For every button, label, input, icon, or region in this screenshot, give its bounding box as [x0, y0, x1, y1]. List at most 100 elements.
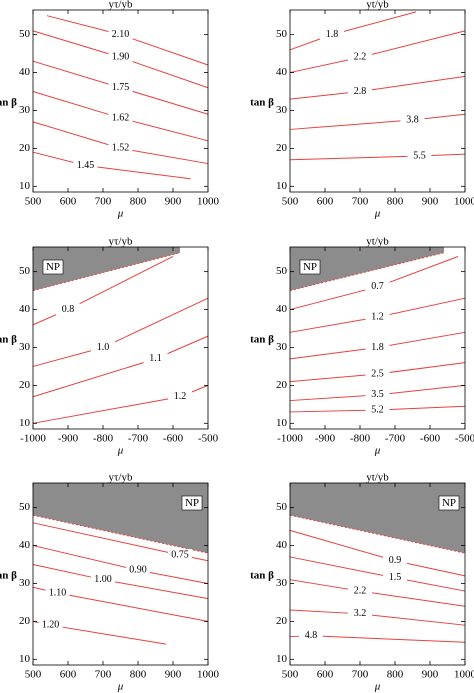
y-axis-label: tan β	[0, 570, 17, 582]
y-tick-label: 30	[19, 104, 31, 116]
x-tick-label: 900	[422, 196, 439, 208]
x-tick-label: -600	[163, 433, 184, 445]
x-tick-label: 700	[95, 196, 112, 208]
contour-line	[289, 113, 466, 130]
contour-label-bg	[348, 85, 372, 98]
np-region	[290, 247, 444, 291]
x-tick-label: 1000	[197, 196, 220, 208]
x-tick-label: 800	[387, 669, 404, 681]
plot-frame	[289, 246, 466, 430]
x-tick-label: 900	[165, 196, 182, 208]
x-axis-label: μ	[117, 681, 124, 693]
x-tick-label: 500	[282, 196, 299, 208]
y-tick-label: 20	[19, 142, 31, 154]
contour-label: 5.2	[371, 404, 384, 415]
contour-label: 1.00	[94, 574, 112, 585]
np-boundary	[32, 514, 209, 554]
contour-label-bg	[108, 28, 133, 41]
contour-label-bg	[365, 404, 390, 417]
y-tick-label: 20	[276, 379, 288, 391]
y-tick-label: 10	[19, 653, 31, 665]
y-tick-label: 50	[276, 265, 288, 277]
y-tick-label: 50	[19, 501, 31, 513]
np-label-box	[181, 495, 203, 511]
x-tick-label: -800	[93, 433, 114, 445]
y-tick-label: 40	[19, 303, 31, 315]
y-axis-label: tan β	[250, 334, 274, 346]
contour-label-bg	[91, 573, 115, 586]
y-tick-label: 30	[19, 577, 31, 589]
x-axis-label: μ	[374, 681, 381, 693]
x-tick-label: -900	[315, 433, 336, 445]
np-label-box	[42, 259, 64, 275]
contour-label-bg	[365, 368, 390, 381]
np-label-box	[299, 259, 321, 275]
np-label-box	[438, 495, 460, 511]
contour-label-bg	[108, 112, 133, 125]
y-tick-label: 40	[276, 303, 288, 315]
x-tick-label: -900	[58, 433, 79, 445]
x-axis-label: μ	[374, 208, 381, 220]
contour-label: 1.62	[112, 112, 130, 123]
np-region	[290, 483, 465, 554]
y-tick-label: 20	[276, 615, 288, 627]
contour-label-bg	[383, 571, 407, 584]
np-boundary	[289, 514, 466, 554]
x-tick-label: 900	[422, 669, 439, 681]
y-tick-label: 30	[276, 104, 288, 116]
chart-title: yτ/yb	[109, 472, 133, 484]
contour-label: 1.5	[389, 572, 402, 583]
contour-label-bg	[91, 341, 115, 354]
contour-label: 1.1	[149, 353, 162, 364]
y-tick-label: 50	[276, 28, 288, 40]
x-tick-label: 700	[95, 669, 112, 681]
y-tick-label: 10	[276, 417, 288, 429]
chart-title: yτ/yb	[109, 0, 133, 11]
contour-label: 1.20	[42, 619, 60, 630]
x-tick-label: -700	[128, 433, 149, 445]
plot-frame	[32, 9, 209, 193]
x-tick-label: 500	[25, 196, 42, 208]
contour-label: 2.8	[354, 86, 367, 97]
y-axis-label: tan β	[0, 334, 17, 346]
contour-line	[289, 30, 466, 74]
contour-label: 3.5	[371, 389, 384, 400]
np-label: NP	[46, 261, 60, 273]
y-axis-label: tan β	[0, 97, 17, 109]
x-tick-label: 1000	[454, 196, 474, 208]
y-axis-label: tan β	[250, 570, 274, 582]
y-tick-label: 10	[276, 180, 288, 192]
contour-label-bg	[348, 585, 372, 598]
contour-label: 4.8	[305, 630, 318, 641]
contour-label: 1.0	[97, 342, 110, 353]
y-tick-label: 20	[276, 142, 288, 154]
np-label: NP	[442, 497, 456, 509]
x-tick-label: 800	[130, 669, 147, 681]
y-tick-label: 40	[19, 66, 31, 78]
y-tick-label: 50	[19, 265, 31, 277]
contour-label-bg	[400, 113, 425, 126]
contour-label: 1.75	[112, 82, 130, 93]
contour-label-bg	[348, 607, 372, 620]
x-tick-label: 600	[317, 669, 334, 681]
contour-label-bg	[299, 629, 323, 642]
x-tick-label: 1000	[454, 669, 474, 681]
y-tick-label: 30	[276, 341, 288, 353]
x-tick-label: -600	[420, 433, 441, 445]
y-tick-label: 50	[19, 28, 31, 40]
x-tick-label: -1000	[277, 433, 303, 445]
chart-title: yt/yb	[366, 472, 389, 484]
contour-label-bg	[365, 280, 390, 293]
contour-line	[289, 579, 466, 607]
contour-label-bg	[365, 311, 390, 324]
chart-title: yτ/yb	[109, 236, 133, 248]
y-tick-label: 20	[19, 615, 31, 627]
contour-label: 2.2	[354, 585, 367, 596]
y-tick-label: 10	[19, 417, 31, 429]
contour-label: 1.45	[77, 160, 95, 171]
contour-line	[289, 75, 466, 100]
y-axis-label: tan β	[250, 97, 274, 109]
contour-line	[289, 556, 466, 592]
x-tick-label: 500	[25, 669, 42, 681]
